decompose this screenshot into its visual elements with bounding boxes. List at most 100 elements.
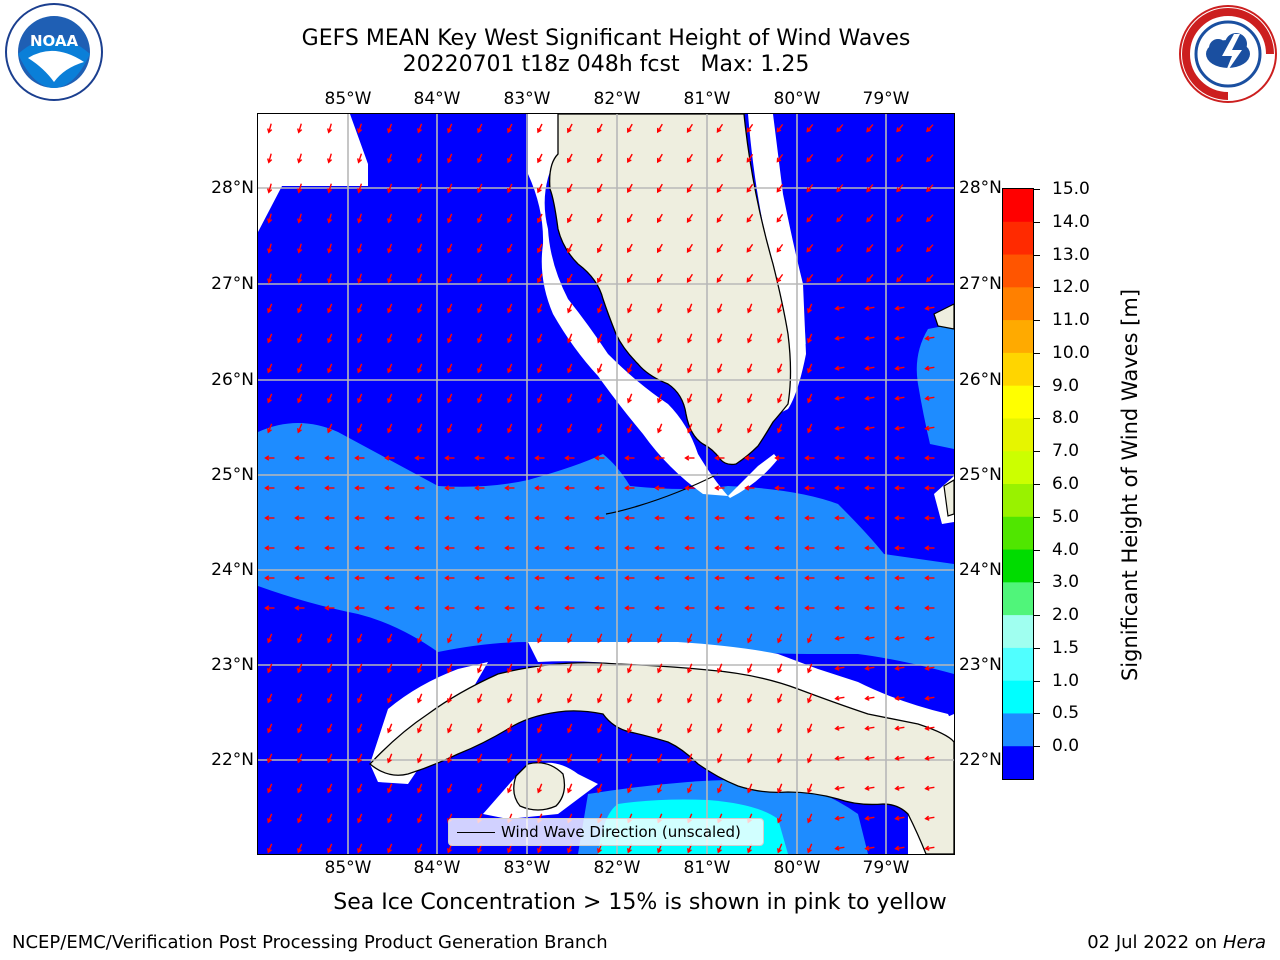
wind-arrow-head xyxy=(686,157,692,163)
wind-arrow-head xyxy=(687,848,692,854)
footer-host: Hera xyxy=(1222,932,1266,953)
wind-arrow xyxy=(777,363,783,373)
wind-arrow-head xyxy=(834,575,840,581)
wind-arrow-head xyxy=(267,638,272,644)
wind-arrow xyxy=(866,244,874,252)
lon-label-bottom-1: 85°W xyxy=(324,858,372,878)
wind-arrow xyxy=(777,423,783,433)
wind-arrow xyxy=(298,213,302,223)
colorbar-tick-label: 3.0 xyxy=(1052,572,1080,593)
wind-arrow-head xyxy=(597,698,602,704)
wind-arrow xyxy=(657,213,663,223)
wind-arrow-head xyxy=(926,247,931,253)
colorbar-tick-label: 6.0 xyxy=(1052,474,1080,494)
wind-arrow-head xyxy=(746,217,752,223)
wind-arrow-head xyxy=(294,545,300,551)
wind-arrow xyxy=(747,723,753,733)
wind-arrow-head xyxy=(507,398,512,404)
wind-arrow xyxy=(327,393,333,403)
wind-arrow-head xyxy=(417,308,422,314)
wind-arrow-head xyxy=(597,398,602,404)
wind-arrow-head xyxy=(327,308,332,314)
wind-arrow-head xyxy=(507,668,512,674)
wind-arrow-head xyxy=(926,277,931,283)
colorbar-tick-label: 10.0 xyxy=(1052,342,1090,363)
wind-arrow xyxy=(746,213,754,223)
wind-arrow-head xyxy=(297,248,303,254)
wind-arrow-head xyxy=(447,638,452,644)
wind-arrow-head xyxy=(567,308,572,314)
colorbar-segment xyxy=(1003,615,1033,649)
wind-arrow xyxy=(597,753,603,763)
wind-arrow xyxy=(268,183,272,193)
wind-arrow-head xyxy=(507,638,512,644)
wind-arrow-head xyxy=(834,815,840,821)
wind-arrow-head xyxy=(357,248,363,254)
wind-arrow xyxy=(925,846,935,850)
wind-arrow xyxy=(777,333,783,343)
wind-arrow-head xyxy=(537,278,542,284)
wind-arrow-head xyxy=(896,217,902,223)
wind-arrow xyxy=(627,783,633,793)
wind-arrow-head xyxy=(267,308,272,314)
colorbar-segment xyxy=(1003,582,1033,616)
wind-arrow-head xyxy=(806,277,812,283)
wind-arrow xyxy=(507,153,513,163)
wind-arrow-head xyxy=(357,788,362,794)
wind-arrow xyxy=(627,213,633,223)
wind-arrow-head xyxy=(354,605,360,611)
wind-arrow xyxy=(297,783,303,793)
wind-arrow xyxy=(627,753,633,763)
wind-arrow-head xyxy=(894,395,900,401)
colorbar-tick-mark xyxy=(1033,713,1040,715)
wind-arrow-head xyxy=(924,725,930,731)
wind-arrow-head xyxy=(744,455,750,461)
wind-arrow-head xyxy=(414,515,420,521)
wind-arrow-head xyxy=(627,368,632,374)
wind-arrow xyxy=(417,723,423,733)
wind-arrow-head xyxy=(657,338,662,344)
wind-arrow xyxy=(747,423,753,433)
wind-arrow-head xyxy=(597,368,602,374)
wind-arrow xyxy=(327,753,333,763)
wind-arrow-head xyxy=(804,455,810,461)
wind-arrow xyxy=(865,786,875,790)
wind-arrow xyxy=(806,243,814,253)
wind-arrow xyxy=(926,214,934,222)
wind-arrow xyxy=(567,123,573,133)
colorbar-tick-mark xyxy=(1033,320,1040,322)
lat-label-left-6: 23°N xyxy=(211,655,254,675)
wind-arrow-head xyxy=(687,698,692,704)
wind-arrow xyxy=(747,783,753,793)
wind-arrow xyxy=(387,183,393,193)
wind-arrow-head xyxy=(417,248,422,254)
wind-arrow xyxy=(925,696,935,700)
wind-arrow xyxy=(297,393,303,403)
wind-arrow-head xyxy=(327,398,332,404)
wind-arrow-head xyxy=(504,545,510,551)
wind-arrow xyxy=(477,153,483,163)
wind-arrow-head xyxy=(564,605,570,611)
wind-arrow xyxy=(507,303,513,313)
wind-arrow-head xyxy=(477,728,482,734)
wind-arrow xyxy=(567,633,573,643)
wind-arrow xyxy=(537,213,543,223)
wind-arrow-head xyxy=(357,128,363,134)
wind-arrow xyxy=(866,274,874,282)
wind-arrow-head xyxy=(597,758,602,764)
wind-arrow-head xyxy=(747,698,752,704)
wind-arrow xyxy=(357,843,363,853)
no-data-florida-east xyxy=(748,114,806,414)
wind-arrow-head xyxy=(806,217,812,223)
wind-arrow-head xyxy=(477,848,482,854)
wind-arrow-head xyxy=(357,218,363,224)
wind-arrow-head xyxy=(924,575,930,581)
wind-arrow-head xyxy=(714,605,720,611)
wind-arrow-head xyxy=(537,248,542,254)
wind-arrow-head xyxy=(894,575,900,581)
wind-arrow-head xyxy=(447,338,452,344)
wind-arrow-head xyxy=(654,605,660,611)
wind-arrow xyxy=(387,663,393,673)
wind-arrow-head xyxy=(894,425,900,431)
wind-arrow xyxy=(807,363,813,373)
